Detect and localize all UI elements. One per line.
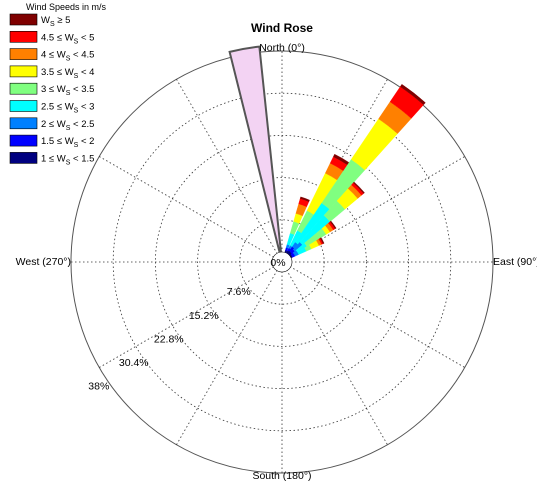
- grid-circle: [112, 92, 452, 432]
- west-label: West (270°): [16, 256, 71, 268]
- sector-segment: [400, 84, 426, 106]
- radial-tick-label: 7.6%: [227, 286, 251, 298]
- legend: Wind Speeds in m/s WS ≥ 5 4.5 ≤ WS < 5 4 ≤…: [9, 2, 107, 166]
- radial-tick-label: 22.8%: [154, 333, 184, 345]
- south-label: South (180°): [252, 470, 311, 482]
- radial-tick-labels: 0% 7.6% 15.2% 22.8% 30.4% 38%: [88, 257, 285, 393]
- legend-swatch: [9, 13, 38, 26]
- legend-label: 3 ≤ WS < 3.5: [41, 84, 94, 97]
- legend-swatch: [9, 30, 38, 43]
- east-label: East (90°): [493, 256, 537, 268]
- grid-circle: [197, 177, 367, 347]
- legend-label: 1.5 ≤ WS < 2: [41, 136, 94, 149]
- sector-segment: [329, 220, 337, 230]
- radial-tick-label: 30.4%: [119, 357, 149, 369]
- chart-title: Wind Rose: [251, 21, 313, 35]
- legend-swatch: [9, 100, 38, 112]
- legend-title: Wind Speeds in m/s: [26, 2, 107, 12]
- north-label: North (0°): [259, 42, 305, 54]
- legend-label: WS ≥ 5: [41, 15, 70, 28]
- sector-outline: [228, 45, 283, 254]
- legend-label: 4 ≤ WS < 4.5: [41, 50, 94, 63]
- legend-label: 2 ≤ WS < 2.5: [41, 119, 94, 132]
- sector-segment: [353, 181, 365, 194]
- grid-circle: [154, 134, 409, 389]
- legend-label: 1 ≤ WS < 1.5: [41, 153, 94, 166]
- radial-tick-label: 38%: [88, 381, 109, 393]
- radial-tick-label: 15.2%: [189, 310, 219, 322]
- sector-segment: [319, 237, 325, 244]
- legend-label: 3.5 ≤ WS < 4: [41, 67, 94, 80]
- legend-swatch: [9, 82, 38, 95]
- radial-tick-label: 0%: [270, 257, 285, 269]
- axis-labels: Wind Rose North (0°) East (90°) South (1…: [16, 21, 537, 482]
- legend-label: 4.5 ≤ WS < 5: [41, 32, 94, 45]
- legend-label: 2.5 ≤ WS < 3: [41, 102, 94, 115]
- sector-segment: [299, 196, 310, 202]
- legend-swatch: [9, 117, 38, 130]
- legend-swatch: [9, 134, 38, 147]
- polar-grid: [70, 50, 494, 474]
- legend-swatch: [9, 152, 38, 164]
- legend-swatch: [9, 65, 38, 78]
- center-hole: [271, 251, 293, 273]
- wind-sectors: [228, 45, 426, 273]
- legend-swatch: [9, 48, 38, 60]
